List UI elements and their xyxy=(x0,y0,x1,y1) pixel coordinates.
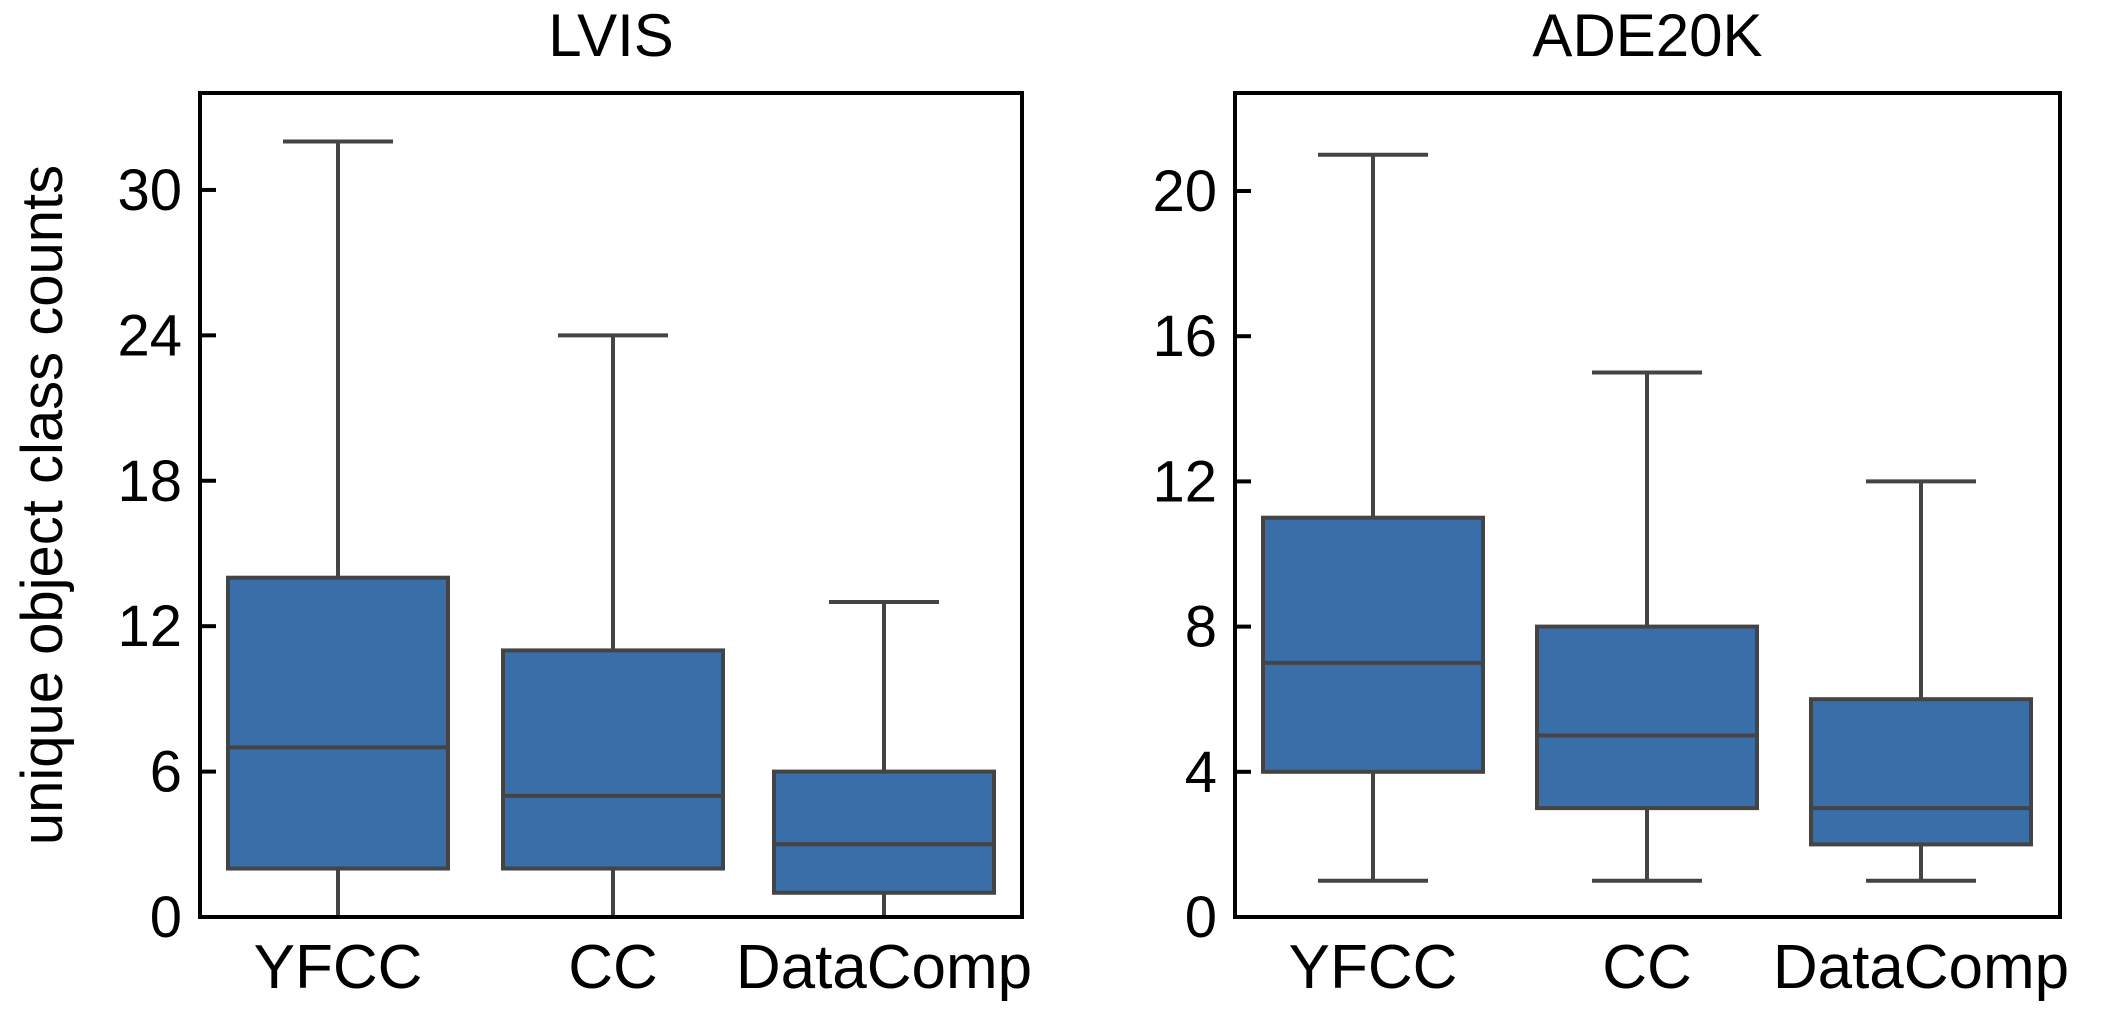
y-tick-label: 24 xyxy=(117,303,182,368)
x-tick-label: YFCC xyxy=(254,933,423,1002)
panel-lvis: LVIS 0 6 12 18 24 30 YFCC CC DataComp xyxy=(117,2,1032,1002)
y-tick-label: 12 xyxy=(1152,449,1217,514)
chart-title: LVIS xyxy=(548,2,674,69)
box-iqr xyxy=(1261,515,1485,774)
y-tick-label: 6 xyxy=(150,740,182,805)
y-tick-label: 0 xyxy=(1185,885,1217,950)
x-tick-label: CC xyxy=(568,933,658,1002)
box-iqr xyxy=(1809,697,2033,847)
x-tick-label: DataComp xyxy=(1773,933,2069,1002)
y-tick-label: 12 xyxy=(117,594,182,659)
box-iqr xyxy=(1535,624,1759,811)
y-tick-label: 30 xyxy=(117,158,182,223)
panel-ade20k: ADE20K 0 4 8 12 16 20 YFCC CC DataComp xyxy=(1152,2,2069,1002)
y-tick-label: 0 xyxy=(150,885,182,950)
axes-frame xyxy=(1233,91,2062,919)
box-cc xyxy=(1535,370,1759,883)
x-tick-label: DataComp xyxy=(736,933,1032,1002)
y-tick-label: 4 xyxy=(1185,740,1217,805)
box-yfcc xyxy=(1261,152,1485,883)
box-datacomp xyxy=(1809,479,2033,883)
box-cc xyxy=(501,333,725,917)
y-tick-label: 8 xyxy=(1185,595,1217,660)
box-iqr xyxy=(772,769,996,895)
box-iqr xyxy=(501,648,725,871)
y-axis-label: unique object class counts xyxy=(10,165,75,845)
axes-frame xyxy=(198,91,1024,919)
x-tick-label: CC xyxy=(1602,933,1692,1002)
y-tick-label: 20 xyxy=(1152,159,1217,224)
chart-title: ADE20K xyxy=(1532,2,1762,69)
y-tick-label: 16 xyxy=(1152,304,1217,369)
box-iqr xyxy=(226,575,450,871)
x-tick-label: YFCC xyxy=(1289,933,1458,1002)
box-datacomp xyxy=(772,599,996,917)
y-tick-label: 18 xyxy=(117,449,182,514)
box-yfcc xyxy=(226,139,450,917)
